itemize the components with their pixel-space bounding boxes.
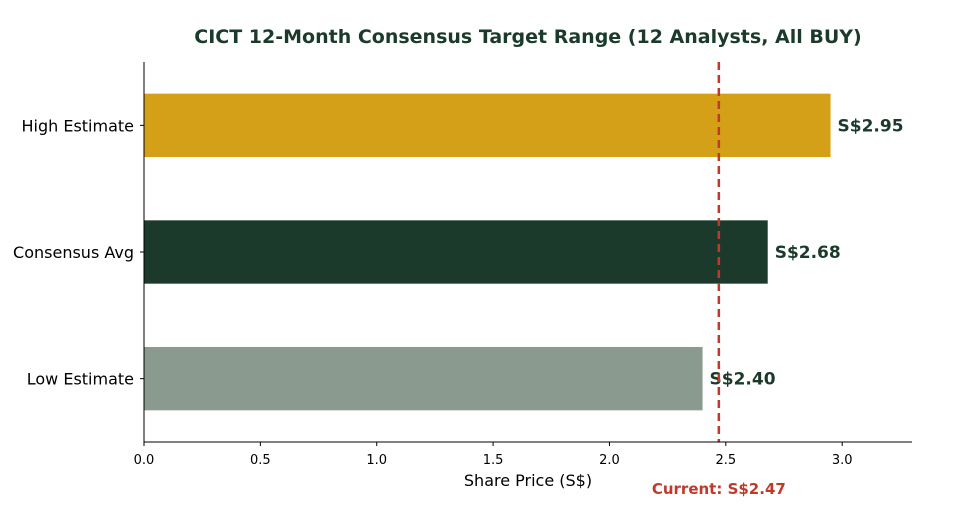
category-label-2: Low Estimate xyxy=(27,370,134,389)
reference-layer: Current: S$2.47 xyxy=(652,62,786,498)
category-label-0: High Estimate xyxy=(21,116,134,135)
data-label-0: S$2.95 xyxy=(838,116,904,136)
current-price-label: Current: S$2.47 xyxy=(652,480,786,498)
bars-layer: S$2.95 S$2.68 S$2.40 xyxy=(144,93,904,411)
x-tick-label-2: 1.0 xyxy=(366,453,387,468)
x-tick-label-5: 2.5 xyxy=(715,453,736,468)
x-tick-label-0: 0.0 xyxy=(134,453,155,468)
x-tick-label-3: 1.5 xyxy=(483,453,504,468)
bar-1 xyxy=(144,220,768,284)
x-tick-label-4: 2.0 xyxy=(599,453,620,468)
axes-layer: High Estimate Consensus Avg Low Estimate 0.… xyxy=(13,62,912,468)
chart-title: CICT 12-Month Consensus Target Range (12… xyxy=(194,26,861,48)
x-axis-title: Share Price (S$) xyxy=(464,471,592,490)
data-label-2: S$2.40 xyxy=(710,370,776,390)
x-tick-label-1: 0.5 xyxy=(250,453,271,468)
category-label-1: Consensus Avg xyxy=(13,243,134,262)
data-label-1: S$2.68 xyxy=(775,243,841,263)
x-tick-label-6: 3.0 xyxy=(832,453,853,468)
bar-0 xyxy=(144,93,831,157)
bar-2 xyxy=(144,347,703,411)
